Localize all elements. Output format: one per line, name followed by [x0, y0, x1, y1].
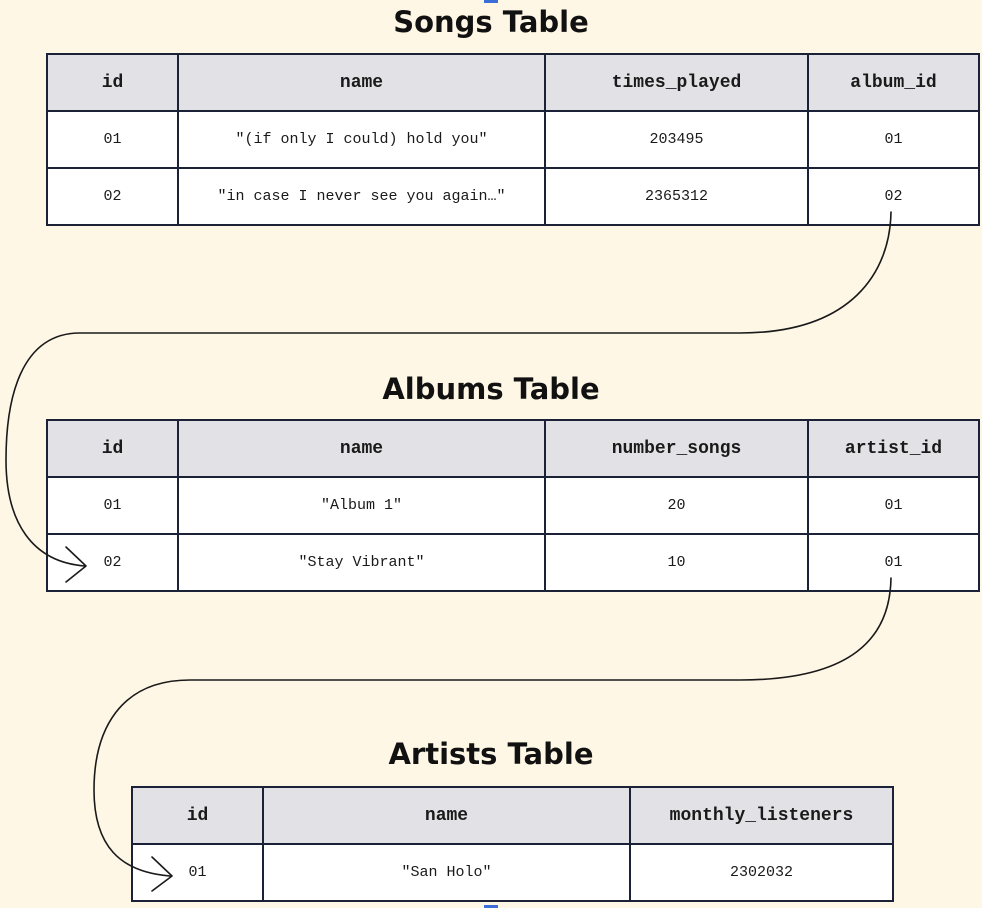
- column-header: monthly_listeners: [629, 786, 894, 845]
- table-row: 02 "in case I never see you again…" 2365…: [46, 167, 980, 226]
- bottom-resize-handle[interactable]: [484, 905, 498, 908]
- column-header: artist_id: [807, 419, 980, 478]
- table-row: 02 "Stay Vibrant" 10 01: [46, 533, 980, 592]
- table-cell: 01: [807, 533, 980, 592]
- table-cell: "Stay Vibrant": [177, 533, 546, 592]
- column-header: id: [46, 419, 179, 478]
- column-header: name: [177, 419, 546, 478]
- table-cell: 01: [46, 476, 179, 535]
- top-resize-handle[interactable]: [484, 0, 498, 3]
- table-cell: 01: [807, 476, 980, 535]
- table-header-row: id name number_songs artist_id: [46, 419, 980, 478]
- column-header: number_songs: [544, 419, 809, 478]
- table-row: 01 "Album 1" 20 01: [46, 476, 980, 535]
- column-header: name: [262, 786, 631, 845]
- column-header: id: [46, 53, 179, 112]
- table-cell: 01: [46, 110, 179, 169]
- table-cell: "Album 1": [177, 476, 546, 535]
- table-cell: 2365312: [544, 167, 809, 226]
- table-cell: 01: [131, 843, 264, 902]
- column-header: album_id: [807, 53, 980, 112]
- table-row: 01 "(if only I could) hold you" 203495 0…: [46, 110, 980, 169]
- albums-table: id name number_songs artist_id 01 "Album…: [46, 419, 980, 592]
- table-row: 01 "San Holo" 2302032: [131, 843, 894, 902]
- table-cell: "in case I never see you again…": [177, 167, 546, 226]
- table-cell: 01: [807, 110, 980, 169]
- songs-table: id name times_played album_id 01 "(if on…: [46, 53, 980, 226]
- artists-table-title: Artists Table: [388, 737, 594, 771]
- table-cell: "(if only I could) hold you": [177, 110, 546, 169]
- table-header-row: id name times_played album_id: [46, 53, 980, 112]
- artists-table: id name monthly_listeners 01 "San Holo" …: [131, 786, 894, 902]
- table-cell: 20: [544, 476, 809, 535]
- songs-table-title: Songs Table: [393, 5, 589, 39]
- table-cell: 02: [807, 167, 980, 226]
- column-header: id: [131, 786, 264, 845]
- table-cell: 02: [46, 533, 179, 592]
- table-cell: 02: [46, 167, 179, 226]
- table-cell: 203495: [544, 110, 809, 169]
- table-cell: 2302032: [629, 843, 894, 902]
- table-header-row: id name monthly_listeners: [131, 786, 894, 845]
- albums-table-title: Albums Table: [382, 372, 600, 406]
- table-cell: "San Holo": [262, 843, 631, 902]
- column-header: times_played: [544, 53, 809, 112]
- table-cell: 10: [544, 533, 809, 592]
- column-header: name: [177, 53, 546, 112]
